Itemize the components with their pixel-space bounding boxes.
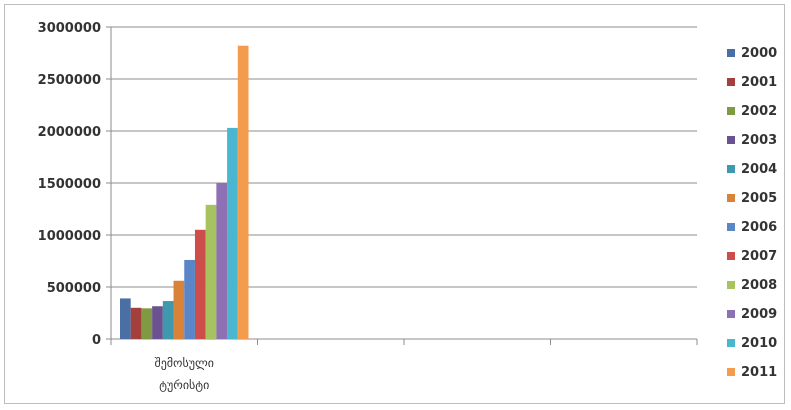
legend-label-2007: 2007 [741,249,777,264]
bar-2007 [194,229,206,339]
legend-label-2002: 2002 [741,104,777,119]
legend-swatch-2005 [727,194,735,202]
bar-2002 [141,308,153,339]
y-tick-label: 0 [92,333,101,348]
y-tick-label: 500000 [47,281,101,296]
bar-2011 [237,45,249,339]
legend-label-2010: 2010 [741,336,777,351]
category-label: შემოსული [154,356,214,370]
y-tick-label: 1500000 [38,177,101,192]
legend-label-2001: 2001 [741,75,777,90]
legend-swatch-2000 [727,49,735,57]
legend-label-2005: 2005 [741,191,777,206]
chart-svg: 0 500000 1000000 1500000 2000000 2500000 30000… [38,21,778,392]
legend-label-2006: 2006 [741,220,777,235]
bar-2005 [173,280,185,339]
bars [120,45,249,339]
legend-label-2000: 2000 [741,46,777,61]
y-tick-label: 3000000 [38,21,101,36]
bar-2001 [130,307,142,339]
legend-label-2004: 2004 [741,162,777,177]
y-tick-label: 2500000 [38,73,101,88]
bar-2000 [120,298,131,339]
legend-swatch-2008 [727,281,735,289]
legend-label-2008: 2008 [741,278,777,293]
legend-swatch-2010 [727,339,735,347]
legend-swatch-2002 [727,107,735,115]
legend-swatch-2007 [727,252,735,260]
legend-swatch-2001 [727,78,735,86]
bar-2004 [162,301,174,339]
bar-2010 [227,127,238,339]
legend-swatch-2011 [727,368,735,376]
legend: 2000 2001 2002 2003 2004 2005 2006 2007 2008 2009… [727,46,777,380]
bar-2008 [205,204,217,339]
legend-swatch-2006 [727,223,735,231]
y-tick-labels: 0 500000 1000000 1500000 2000000 2500000 30000… [38,21,101,348]
legend-swatch-2003 [727,136,735,144]
y-tick-label: 2000000 [38,125,101,140]
bar-2003 [152,306,163,339]
chart-frame: 0 500000 1000000 1500000 2000000 2500000 30000… [4,4,785,404]
bar-2009 [216,183,228,339]
legend-label-2009: 2009 [741,307,777,322]
y-tick-label: 1000000 [38,229,101,244]
category-label: ტურისტი [159,378,209,392]
category-labels: შემოსული ტურისტი [154,356,214,392]
bar-2006 [184,259,195,339]
legend-label-2011: 2011 [741,365,777,380]
legend-label-2003: 2003 [741,133,777,148]
legend-swatch-2009 [727,310,735,318]
legend-swatch-2004 [727,165,735,173]
